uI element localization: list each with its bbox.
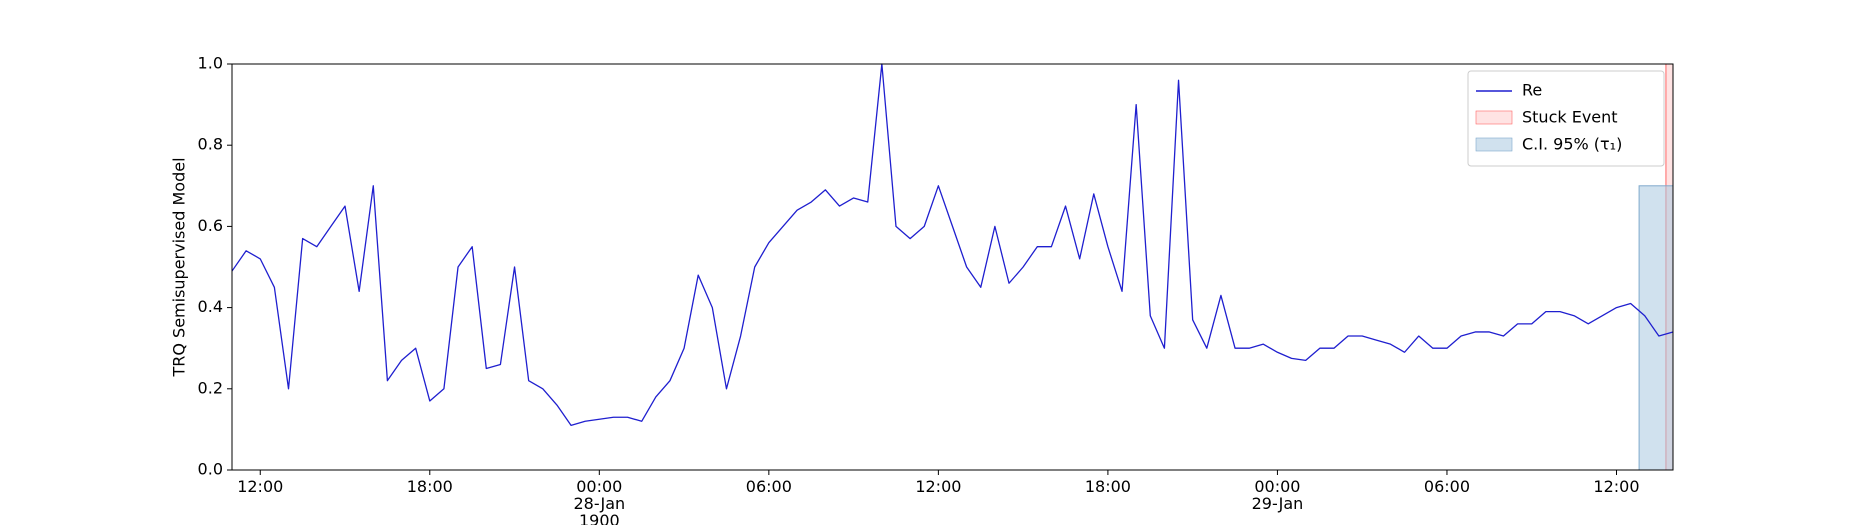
legend-label: Re	[1522, 81, 1542, 100]
y-axis-label: TRQ Semisupervised Model	[170, 157, 189, 377]
x-tick-label: 06:00	[1424, 477, 1470, 496]
legend-patch	[1475, 110, 1513, 125]
y-tick-label: 0.2	[198, 378, 223, 397]
legend: Re Stuck Event C.I. 95% (τ₁)	[1467, 70, 1665, 167]
y-tick-label: 0.8	[198, 135, 223, 154]
legend-label: Stuck Event	[1522, 108, 1618, 127]
plot-frame	[231, 63, 1674, 471]
x-tick-label: 06:00	[746, 477, 792, 496]
legend-patch	[1475, 137, 1513, 152]
x-tick-label: 12:00	[237, 477, 283, 496]
legend-box	[1467, 70, 1665, 167]
x-tick-label: 18:00	[1085, 477, 1131, 496]
x-tick-label: 00:00 29-Jan	[1252, 477, 1304, 513]
x-tick-label: 00:00 28-Jan 1900	[573, 477, 625, 525]
data-line	[231, 63, 1674, 426]
x-tick-label: 18:00	[407, 477, 453, 496]
x-tick-label: 12:00	[1593, 477, 1639, 496]
legend-label: C.I. 95% (τ₁)	[1522, 135, 1622, 154]
y-tick-label: 0.4	[198, 297, 223, 316]
y-tick-label: 0.0	[198, 460, 223, 479]
y-tick-label: 1.0	[198, 54, 223, 73]
x-tick-label: 12:00	[915, 477, 961, 496]
y-tick-label: 0.6	[198, 216, 223, 235]
span-area	[1638, 185, 1674, 471]
